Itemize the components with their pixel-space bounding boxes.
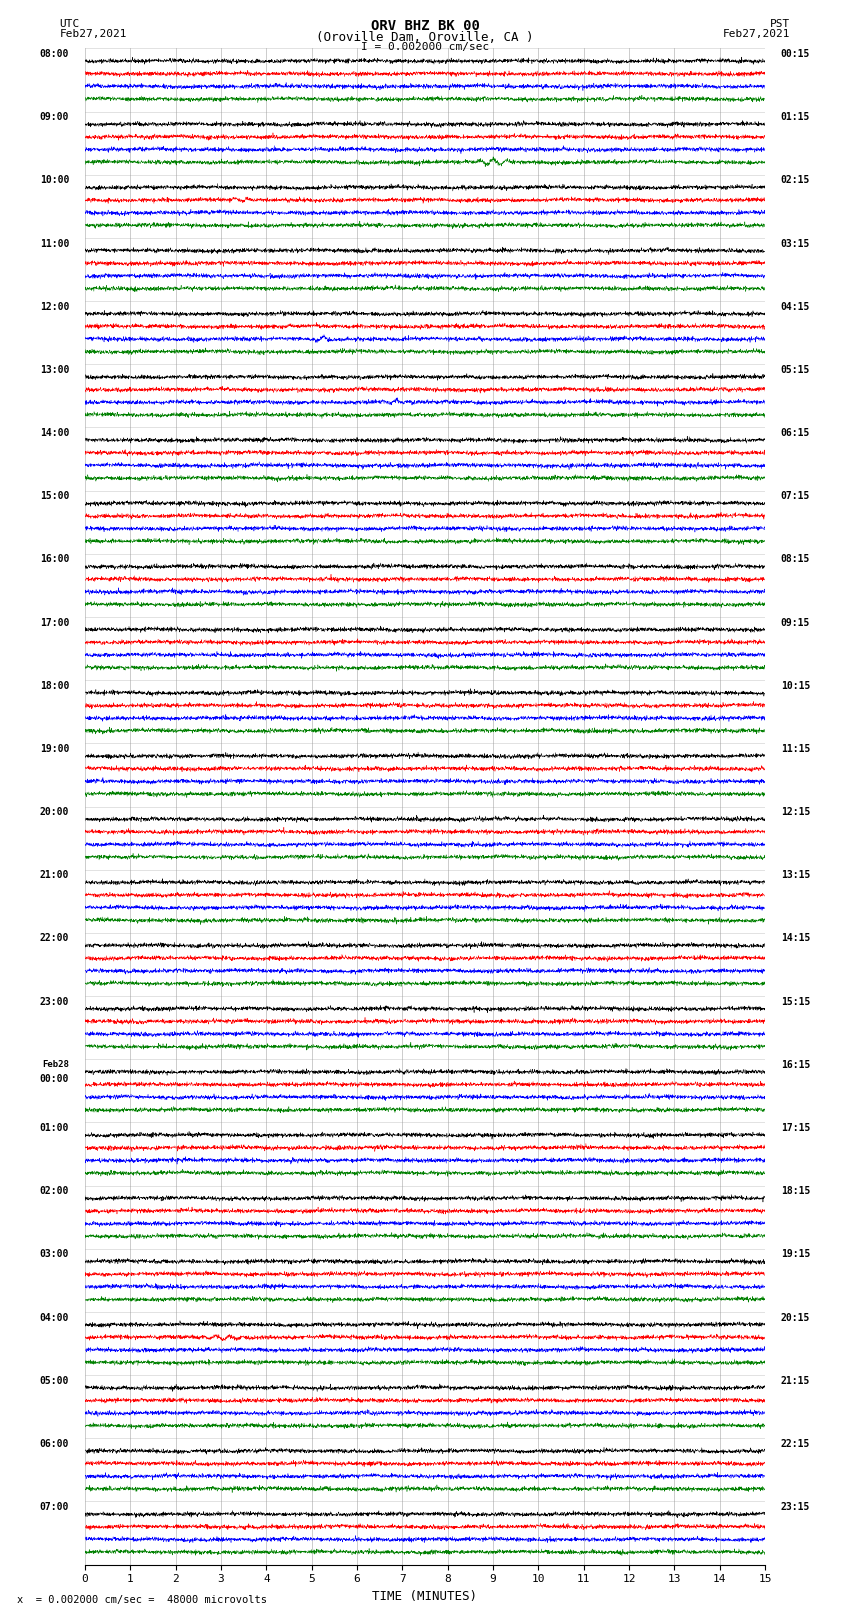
Text: 02:15: 02:15: [781, 176, 810, 185]
Text: 03:15: 03:15: [781, 239, 810, 248]
Text: Feb27,2021: Feb27,2021: [60, 29, 127, 39]
Text: 13:00: 13:00: [40, 365, 69, 374]
Text: 11:15: 11:15: [781, 744, 810, 753]
Text: 18:15: 18:15: [781, 1186, 810, 1197]
Text: Feb28: Feb28: [42, 1060, 69, 1069]
Text: 16:00: 16:00: [40, 555, 69, 565]
Text: 09:15: 09:15: [781, 618, 810, 627]
Text: 10:00: 10:00: [40, 176, 69, 185]
Text: 14:15: 14:15: [781, 934, 810, 944]
Text: PST: PST: [770, 19, 790, 29]
Text: 05:00: 05:00: [40, 1376, 69, 1386]
Text: 18:00: 18:00: [40, 681, 69, 690]
X-axis label: TIME (MINUTES): TIME (MINUTES): [372, 1590, 478, 1603]
Text: 03:00: 03:00: [40, 1250, 69, 1260]
Text: 00:00: 00:00: [40, 1074, 69, 1084]
Text: 07:15: 07:15: [781, 492, 810, 502]
Text: 01:15: 01:15: [781, 113, 810, 123]
Text: Feb27,2021: Feb27,2021: [723, 29, 791, 39]
Text: 12:00: 12:00: [40, 302, 69, 311]
Text: 21:00: 21:00: [40, 871, 69, 881]
Text: 06:00: 06:00: [40, 1439, 69, 1448]
Text: x  = 0.002000 cm/sec =  48000 microvolts: x = 0.002000 cm/sec = 48000 microvolts: [17, 1595, 267, 1605]
Text: 16:15: 16:15: [781, 1060, 810, 1069]
Text: 22:00: 22:00: [40, 934, 69, 944]
Text: 20:15: 20:15: [781, 1313, 810, 1323]
Text: 04:15: 04:15: [781, 302, 810, 311]
Text: I = 0.002000 cm/sec: I = 0.002000 cm/sec: [361, 42, 489, 52]
Text: 10:15: 10:15: [781, 681, 810, 690]
Text: 04:00: 04:00: [40, 1313, 69, 1323]
Text: 20:00: 20:00: [40, 806, 69, 818]
Text: 09:00: 09:00: [40, 113, 69, 123]
Text: 15:15: 15:15: [781, 997, 810, 1007]
Text: 11:00: 11:00: [40, 239, 69, 248]
Text: 22:15: 22:15: [781, 1439, 810, 1448]
Text: 06:15: 06:15: [781, 427, 810, 439]
Text: 17:00: 17:00: [40, 618, 69, 627]
Text: 13:15: 13:15: [781, 871, 810, 881]
Text: 05:15: 05:15: [781, 365, 810, 374]
Text: 07:00: 07:00: [40, 1502, 69, 1511]
Text: ORV BHZ BK 00: ORV BHZ BK 00: [371, 19, 479, 34]
Text: 12:15: 12:15: [781, 806, 810, 818]
Text: 08:15: 08:15: [781, 555, 810, 565]
Text: 17:15: 17:15: [781, 1123, 810, 1132]
Text: 19:00: 19:00: [40, 744, 69, 753]
Text: 01:00: 01:00: [40, 1123, 69, 1132]
Text: 19:15: 19:15: [781, 1250, 810, 1260]
Text: 14:00: 14:00: [40, 427, 69, 439]
Text: 02:00: 02:00: [40, 1186, 69, 1197]
Text: 23:00: 23:00: [40, 997, 69, 1007]
Text: 15:00: 15:00: [40, 492, 69, 502]
Text: 08:00: 08:00: [40, 48, 69, 60]
Text: (Oroville Dam, Oroville, CA ): (Oroville Dam, Oroville, CA ): [316, 31, 534, 44]
Text: UTC: UTC: [60, 19, 80, 29]
Text: 21:15: 21:15: [781, 1376, 810, 1386]
Text: 23:15: 23:15: [781, 1502, 810, 1511]
Text: 00:15: 00:15: [781, 48, 810, 60]
